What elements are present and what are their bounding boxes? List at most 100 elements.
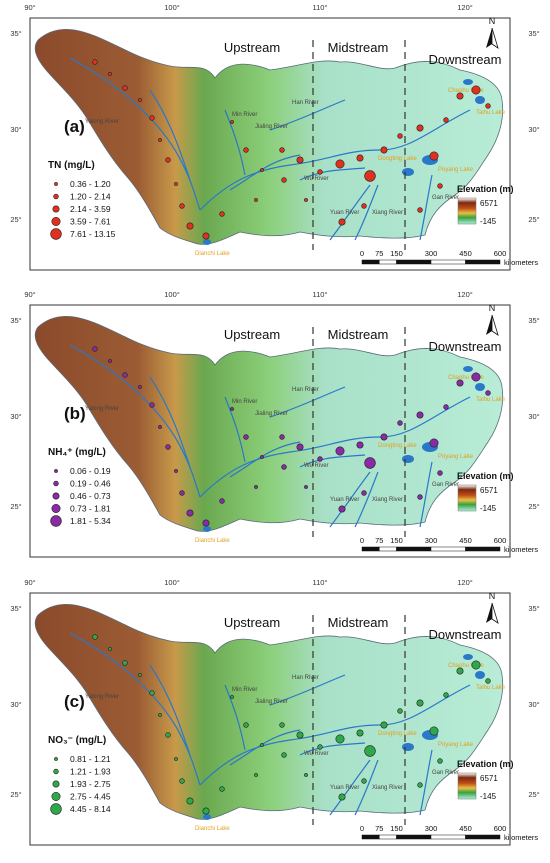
region-label: Midstream <box>328 615 389 630</box>
site-marker <box>230 407 234 411</box>
basin-land <box>34 604 504 820</box>
map-panel: Upstream Midstream Downstream 90° 100° 110° 12… <box>10 3 540 271</box>
site-marker <box>443 404 449 410</box>
river-line <box>224 109 246 176</box>
site-marker <box>416 124 424 132</box>
region-label: Midstream <box>328 327 389 342</box>
north-arrow-left <box>486 28 492 48</box>
site-marker <box>260 743 264 747</box>
scale-segment <box>465 259 501 265</box>
scale-tick: 450 <box>459 824 472 833</box>
river-line <box>149 376 191 468</box>
scale-unit: kilometers <box>504 545 538 554</box>
river-line <box>269 99 346 131</box>
river-label: Jialing River <box>255 699 288 705</box>
lake-label: Chaohu Lake <box>448 663 484 669</box>
scale-segment <box>396 259 432 265</box>
river-label: Min River <box>232 399 257 405</box>
site-marker <box>243 147 249 153</box>
scale-segment <box>379 259 397 265</box>
site-marker <box>335 446 345 456</box>
lat-tick-left: 35° <box>10 604 21 613</box>
site-marker <box>230 695 234 699</box>
river-label: Yalong River <box>85 694 119 700</box>
river-line <box>419 461 433 528</box>
river-line <box>329 471 371 528</box>
site-marker <box>335 734 345 744</box>
lake-shape <box>463 654 473 660</box>
north-label: N <box>489 16 496 26</box>
lake-label: Dianchi Lake <box>195 826 230 832</box>
lon-tick: 90° <box>24 3 35 12</box>
elevation-ramp <box>457 484 477 512</box>
scale-unit: kilometers <box>504 833 538 842</box>
legend-symbol <box>53 480 59 487</box>
legend-symbol <box>50 228 62 240</box>
river-line <box>224 396 246 463</box>
scale-segment <box>430 834 466 840</box>
scale-segment <box>396 834 432 840</box>
river-label: Yuan River <box>330 210 359 216</box>
scale-segment <box>361 259 380 265</box>
lat-tick-right: 25° <box>528 215 539 224</box>
lake-label: Dongting Lake <box>378 156 417 162</box>
elevation-max: 6571 <box>480 199 498 208</box>
scale-segment <box>379 546 397 552</box>
site-marker <box>158 713 162 717</box>
region-label: Downstream <box>429 627 502 642</box>
north-arrow-left <box>486 315 492 335</box>
lake-label: Dongting Lake <box>378 731 417 737</box>
legend-item: 0.46 - 0.73 <box>70 491 111 501</box>
site-marker <box>149 402 155 408</box>
scale-segment <box>430 259 466 265</box>
river-line <box>354 759 379 816</box>
site-marker <box>138 673 142 677</box>
river-label: Yalong River <box>85 406 119 412</box>
scale-tick: 75 <box>375 824 383 833</box>
lon-tick: 100° <box>164 3 180 12</box>
site-marker <box>158 138 162 142</box>
site-marker <box>485 103 491 109</box>
legend-symbol <box>52 780 60 788</box>
river-label: Yuan River <box>330 497 359 503</box>
map-panel: Upstream Midstream Downstream 90° 100° 110° 12… <box>10 290 540 558</box>
lat-tick-left: 30° <box>10 700 21 709</box>
site-marker <box>380 433 388 441</box>
site-marker <box>179 203 185 209</box>
lat-tick-right: 30° <box>528 125 539 134</box>
lake-shape <box>203 814 211 820</box>
lat-tick-right: 25° <box>528 502 539 511</box>
legend-symbol <box>54 757 58 761</box>
legend-symbol <box>51 792 61 802</box>
river-line <box>269 674 346 706</box>
lon-tick: 120° <box>457 578 473 587</box>
site-marker <box>338 505 346 513</box>
north-arrow: N <box>486 591 499 624</box>
site-marker <box>174 469 178 473</box>
site-marker <box>296 156 304 164</box>
site-marker <box>122 660 128 666</box>
site-marker <box>92 346 98 352</box>
lat-tick-right: 30° <box>528 412 539 421</box>
scale-tick: 450 <box>459 536 472 545</box>
site-marker <box>165 444 171 450</box>
site-marker <box>437 470 443 476</box>
site-marker <box>471 660 481 670</box>
legend-item: 0.36 - 1.20 <box>70 179 111 189</box>
site-marker <box>361 778 367 784</box>
scale-segment <box>465 834 501 840</box>
lake-label: Chaohu Lake <box>448 375 484 381</box>
river-label: Min River <box>232 112 257 118</box>
legend-symbol <box>50 803 62 815</box>
site-marker <box>437 758 443 764</box>
panel-letter: (c) <box>64 692 85 711</box>
site-marker <box>281 752 287 758</box>
river-line <box>199 109 471 211</box>
legend-item: 3.59 - 7.61 <box>70 217 111 227</box>
site-marker <box>202 519 210 527</box>
lake-label: Taihu Lake <box>476 110 506 116</box>
site-marker <box>456 92 464 100</box>
river-label: Xiang River <box>372 785 403 791</box>
site-marker <box>202 232 210 240</box>
site-marker <box>108 647 112 651</box>
